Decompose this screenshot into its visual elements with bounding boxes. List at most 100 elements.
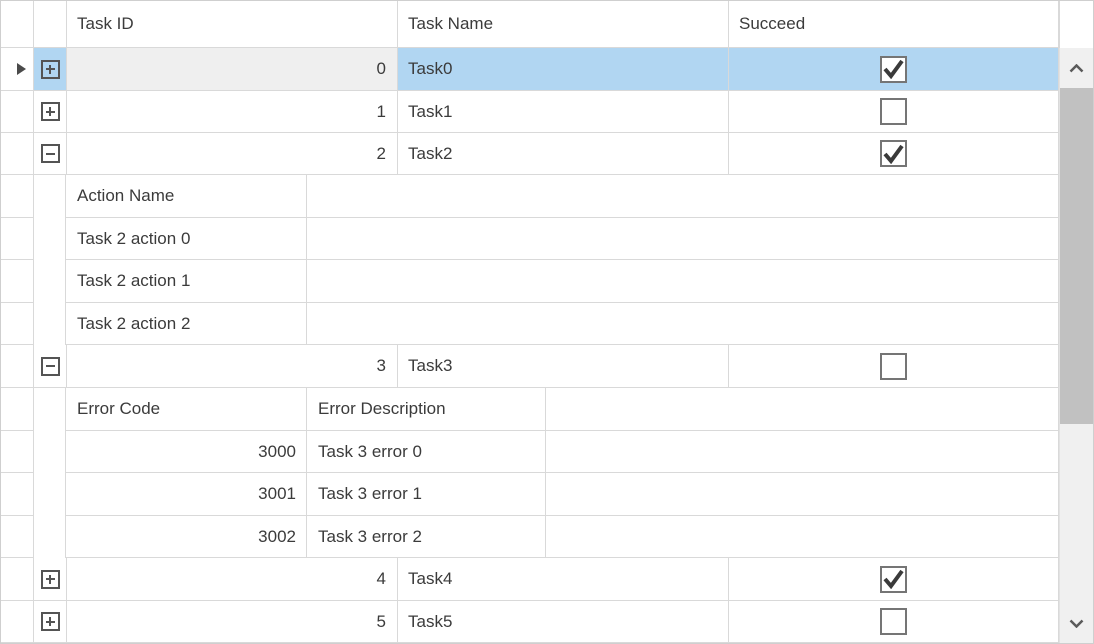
table-row-task2: 2 Task2 — [1, 133, 1059, 175]
detail-header-filler — [307, 175, 1059, 218]
succeed-cell[interactable] — [729, 345, 1059, 388]
check-icon — [883, 59, 904, 79]
expander-cell — [34, 133, 67, 175]
table-row-task4: 4 Task4 — [1, 558, 1059, 601]
detail-row-filler — [546, 473, 1059, 516]
task-id-cell[interactable]: 3 — [67, 345, 398, 388]
row-indicator-cell — [1, 601, 34, 643]
expand-icon[interactable] — [40, 612, 60, 631]
indicator-header-cell — [1, 1, 34, 48]
task-id-cell[interactable]: 4 — [67, 558, 398, 601]
error-code-cell[interactable]: 3001 — [65, 473, 307, 516]
detail-header-row-task2: Action Name — [1, 175, 1059, 218]
task-name-cell[interactable]: Task0 — [398, 48, 729, 91]
detail-indent-spacer — [34, 516, 65, 558]
detail-row-action0: Task 2 action 0 — [1, 218, 1059, 260]
expand-icon[interactable] — [40, 102, 60, 121]
detail-indent-spacer — [34, 260, 65, 303]
detail-indent-spacer — [34, 303, 65, 345]
expander-header-cell — [34, 1, 67, 48]
expand-icon[interactable] — [40, 59, 60, 79]
succeed-checkbox[interactable] — [880, 352, 907, 380]
expander-cell — [34, 601, 67, 643]
detail-indent-spacer — [34, 388, 65, 431]
task-name-column-header[interactable]: Task Name — [398, 1, 729, 48]
row-indicator-cell — [1, 218, 34, 260]
task-name-cell[interactable]: Task3 — [398, 345, 729, 388]
row-indicator-cell — [1, 345, 34, 388]
error-description-cell[interactable]: Task 3 error 2 — [307, 516, 546, 558]
scrollbar-corner — [1059, 1, 1093, 48]
task-name-cell[interactable]: Task5 — [398, 601, 729, 643]
table-row-task1: 1 Task1 — [1, 91, 1059, 133]
expander-cell — [34, 91, 67, 133]
succeed-column-header[interactable]: Succeed — [729, 1, 1059, 48]
succeed-checkbox[interactable] — [880, 140, 907, 167]
error-code-cell[interactable]: 3000 — [65, 431, 307, 473]
scroll-down-button[interactable] — [1060, 603, 1093, 643]
task-id-cell[interactable]: 1 — [67, 91, 398, 133]
succeed-cell[interactable] — [729, 133, 1059, 175]
succeed-checkbox[interactable] — [880, 608, 907, 635]
succeed-cell[interactable] — [729, 558, 1059, 601]
detail-row-filler — [307, 218, 1059, 260]
row-indicator-cell — [1, 260, 34, 303]
table-row-task0: 0 Task0 — [1, 48, 1059, 91]
succeed-checkbox[interactable] — [880, 565, 907, 593]
grid-rows: Task ID Task Name Succeed 0 Task0 — [1, 1, 1059, 643]
detail-indent-spacer — [34, 175, 65, 218]
task-id-cell[interactable]: 2 — [67, 133, 398, 175]
task-id-column-header[interactable]: Task ID — [67, 1, 398, 48]
detail-row-filler — [546, 431, 1059, 473]
action-name-cell[interactable]: Task 2 action 0 — [65, 218, 307, 260]
current-row-indicator-icon — [17, 63, 26, 75]
check-icon — [883, 569, 904, 589]
task-name-cell[interactable]: Task4 — [398, 558, 729, 601]
detail-header-row-task3: Error Code Error Description — [1, 388, 1059, 431]
row-indicator-cell — [1, 431, 34, 473]
chevron-up-icon — [1069, 63, 1084, 72]
row-indicator-cell — [1, 175, 34, 218]
check-icon — [883, 144, 904, 164]
error-description-cell[interactable]: Task 3 error 1 — [307, 473, 546, 516]
vertical-scrollbar[interactable] — [1059, 1, 1093, 643]
succeed-cell[interactable] — [729, 601, 1059, 643]
detail-row-filler — [307, 260, 1059, 303]
scroll-up-button[interactable] — [1060, 48, 1093, 88]
column-header-row: Task ID Task Name Succeed — [1, 1, 1059, 48]
detail-indent-spacer — [34, 431, 65, 473]
detail-row-filler — [546, 516, 1059, 558]
task-name-cell[interactable]: Task1 — [398, 91, 729, 133]
expander-cell — [34, 558, 67, 601]
task-id-cell[interactable]: 5 — [67, 601, 398, 643]
action-name-column-header[interactable]: Action Name — [65, 175, 307, 218]
error-description-column-header[interactable]: Error Description — [307, 388, 546, 431]
detail-row-filler — [307, 303, 1059, 345]
expand-icon[interactable] — [40, 569, 60, 589]
collapse-icon[interactable] — [40, 356, 60, 376]
error-code-column-header[interactable]: Error Code — [65, 388, 307, 431]
succeed-checkbox[interactable] — [880, 55, 907, 83]
error-code-cell[interactable]: 3002 — [65, 516, 307, 558]
row-indicator-cell — [1, 133, 34, 175]
scrollbar-track[interactable] — [1059, 48, 1093, 643]
succeed-cell[interactable] — [729, 91, 1059, 133]
succeed-cell[interactable] — [729, 48, 1059, 91]
detail-row-action1: Task 2 action 1 — [1, 260, 1059, 303]
action-name-cell[interactable]: Task 2 action 2 — [65, 303, 307, 345]
row-indicator-cell — [1, 48, 34, 91]
task-name-cell[interactable]: Task2 — [398, 133, 729, 175]
row-indicator-cell — [1, 91, 34, 133]
row-indicator-cell — [1, 303, 34, 345]
chevron-down-icon — [1069, 619, 1084, 628]
error-description-cell[interactable]: Task 3 error 0 — [307, 431, 546, 473]
detail-header-filler — [546, 388, 1059, 431]
action-name-cell[interactable]: Task 2 action 1 — [65, 260, 307, 303]
succeed-checkbox[interactable] — [880, 98, 907, 125]
collapse-icon[interactable] — [40, 144, 60, 163]
task-id-cell[interactable]: 0 — [67, 48, 398, 91]
row-indicator-cell — [1, 558, 34, 601]
detail-indent-spacer — [34, 473, 65, 516]
scrollbar-thumb[interactable] — [1060, 88, 1093, 424]
